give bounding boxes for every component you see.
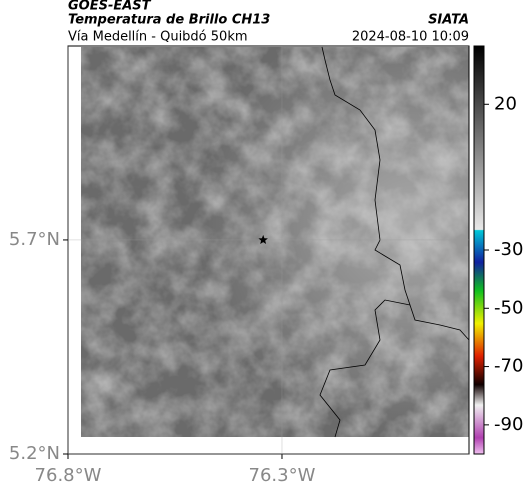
border-line xyxy=(321,46,470,341)
source: SIATA xyxy=(428,13,469,28)
x-tick-label: 76.8°W xyxy=(35,465,102,486)
imagery-light xyxy=(81,47,469,437)
colorbar-tick-label: 20 xyxy=(494,93,517,114)
y-tick-label: 5.2°N xyxy=(9,443,60,464)
y-tick-label: 5.7°N xyxy=(9,229,60,250)
location-marker xyxy=(258,234,268,244)
route: Vía Medellín - Quibdó 50km xyxy=(68,30,248,45)
colorbar-tick-label: -50 xyxy=(494,297,523,318)
subtitle: Temperatura de Brillo CH13 xyxy=(68,13,270,28)
x-tick-label: 76.3°W xyxy=(249,465,316,486)
title: GOES-EAST xyxy=(68,0,152,14)
colorbar xyxy=(473,45,485,455)
border-line xyxy=(319,299,411,438)
datetime: 2024-08-10 10:09 xyxy=(352,30,469,45)
colorbar-tick-label: -70 xyxy=(494,356,523,377)
colorbar-tick-label: -90 xyxy=(494,414,523,435)
colorbar-tick-label: -30 xyxy=(494,239,523,260)
